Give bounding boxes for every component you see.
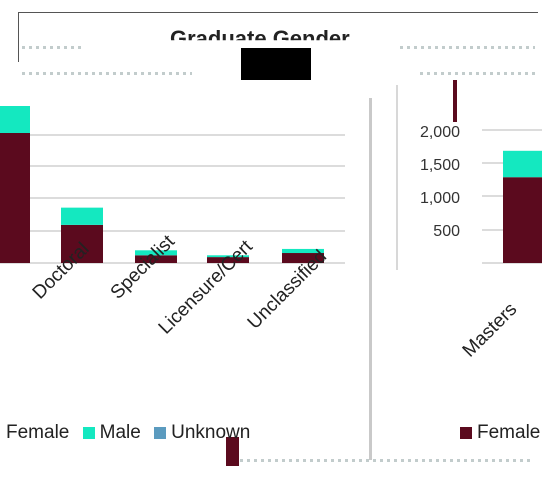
legend-left: Female Male Unknown	[6, 422, 250, 444]
bar-segment-male	[503, 150, 542, 178]
legend-unknown-label: Unknown	[171, 422, 251, 443]
faded-text	[22, 72, 192, 75]
legend-female-label: Female	[6, 422, 70, 443]
axis-line	[396, 85, 398, 270]
chart-frame-left	[18, 12, 19, 62]
bar-segment-male	[282, 248, 324, 254]
bar-segment-female	[503, 177, 542, 263]
y-tick-label: 1,000	[420, 190, 460, 207]
legend-male-label: Male	[99, 422, 141, 443]
unknown-swatch	[154, 426, 167, 439]
faded-text	[420, 72, 535, 75]
male-swatch	[82, 426, 95, 439]
legend-bar-mark	[226, 437, 239, 466]
faded-text	[22, 46, 82, 49]
female-swatch	[460, 426, 472, 439]
x-tick-label: Masters	[459, 299, 522, 362]
y-tick-label: 1,500	[420, 157, 460, 174]
bar-segment-female	[282, 253, 324, 263]
legend-unknown: Unknown	[154, 422, 250, 443]
bar-segment-male-clipped	[0, 106, 30, 133]
red-bar-mark	[453, 80, 457, 122]
bar-segment-male	[207, 255, 249, 258]
chart-title: Graduate Gender	[170, 26, 350, 51]
legend-female-right-label: Female	[477, 422, 541, 443]
x-tick-label: Specialist	[107, 231, 180, 304]
panel-divider	[369, 98, 372, 460]
legend-male: Male	[82, 422, 141, 443]
chart-frame-top	[18, 12, 538, 13]
legend-right: Female	[460, 422, 540, 444]
bar-segment-female	[135, 255, 177, 263]
bar-segment-male	[135, 250, 177, 256]
bar-segment-male	[61, 207, 103, 225]
faded-text	[400, 46, 535, 49]
bar-segment-female-clipped	[0, 133, 30, 263]
bar-segment-female	[61, 224, 103, 263]
redaction-block	[241, 48, 311, 80]
y-tick-label: 500	[433, 223, 460, 240]
y-tick-label: 2,000	[420, 124, 460, 141]
bar-segment-female	[207, 257, 249, 263]
faded-text	[240, 459, 530, 462]
